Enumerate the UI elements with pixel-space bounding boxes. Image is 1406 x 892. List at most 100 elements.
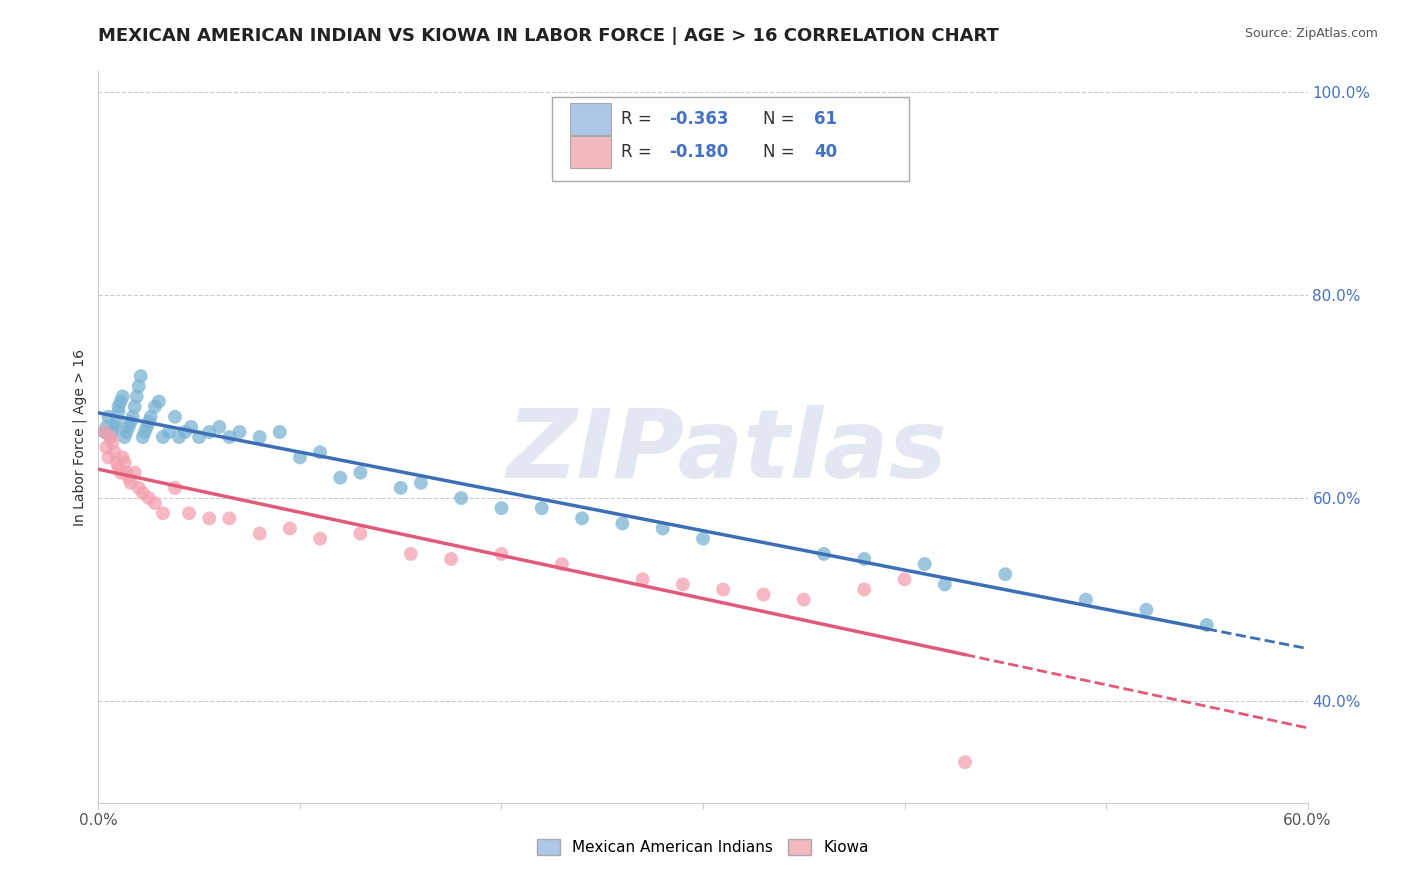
Point	[157, 425, 180, 439]
Point	[399, 547, 422, 561]
Point	[269, 425, 291, 439]
Point	[914, 557, 936, 571]
Point	[120, 475, 142, 490]
Point	[128, 481, 150, 495]
Point	[198, 511, 221, 525]
Point	[249, 526, 271, 541]
Point	[994, 567, 1017, 582]
Point	[551, 557, 574, 571]
Point	[440, 552, 463, 566]
Point	[793, 592, 815, 607]
Point	[121, 409, 143, 424]
Point	[128, 379, 150, 393]
Point	[114, 455, 136, 469]
Point	[711, 582, 734, 597]
Point	[135, 420, 157, 434]
Text: -0.363: -0.363	[669, 110, 728, 128]
Point	[180, 420, 202, 434]
Point	[813, 547, 835, 561]
Point	[105, 455, 128, 469]
Text: R =: R =	[621, 143, 657, 161]
FancyBboxPatch shape	[569, 136, 612, 168]
Point	[188, 430, 211, 444]
Point	[111, 389, 134, 403]
Text: N =: N =	[763, 110, 800, 128]
Text: R =: R =	[621, 110, 657, 128]
Point	[349, 466, 371, 480]
Point	[174, 425, 197, 439]
Point	[115, 425, 138, 439]
Point	[1135, 603, 1157, 617]
Point	[139, 409, 162, 424]
Point	[107, 405, 129, 419]
Point	[148, 394, 170, 409]
Point	[218, 511, 240, 525]
Point	[249, 430, 271, 444]
Point	[651, 521, 673, 535]
Point	[129, 369, 152, 384]
Point	[132, 430, 155, 444]
Text: ZIPatlas: ZIPatlas	[508, 405, 948, 499]
Point	[893, 572, 915, 586]
Point	[118, 420, 141, 434]
Point	[152, 430, 174, 444]
Point	[96, 440, 118, 454]
Point	[101, 425, 124, 439]
Point	[107, 460, 129, 475]
Point	[530, 501, 553, 516]
Point	[179, 506, 201, 520]
Point	[93, 425, 115, 439]
Point	[198, 425, 221, 439]
Point	[1195, 618, 1218, 632]
Point	[138, 491, 160, 505]
Point	[218, 430, 240, 444]
Text: 61: 61	[814, 110, 837, 128]
Point	[115, 466, 138, 480]
Point	[105, 415, 128, 429]
Point	[93, 425, 115, 439]
Point	[309, 445, 332, 459]
Point	[450, 491, 472, 505]
Point	[288, 450, 311, 465]
Point	[692, 532, 714, 546]
Point	[125, 389, 148, 403]
Point	[853, 552, 876, 566]
Point	[97, 409, 120, 424]
Point	[152, 506, 174, 520]
Point	[278, 521, 301, 535]
Legend: Mexican American Indians, Kiowa: Mexican American Indians, Kiowa	[531, 833, 875, 861]
Point	[100, 430, 122, 444]
Point	[120, 415, 142, 429]
Point	[571, 511, 593, 525]
Point	[329, 471, 352, 485]
Point	[409, 475, 432, 490]
Text: 40: 40	[814, 143, 838, 161]
Text: -0.180: -0.180	[669, 143, 728, 161]
Point	[143, 496, 166, 510]
Point	[110, 394, 132, 409]
Point	[132, 486, 155, 500]
Point	[163, 481, 186, 495]
Text: N =: N =	[763, 143, 800, 161]
Point	[107, 400, 129, 414]
Point	[612, 516, 634, 531]
Y-axis label: In Labor Force | Age > 16: In Labor Force | Age > 16	[73, 349, 87, 525]
Point	[228, 425, 250, 439]
Point	[631, 572, 654, 586]
Point	[491, 501, 513, 516]
Point	[110, 466, 132, 480]
Point	[134, 425, 156, 439]
Point	[491, 547, 513, 561]
Point	[100, 430, 122, 444]
Point	[111, 450, 134, 465]
Point	[208, 420, 231, 434]
Point	[96, 420, 118, 434]
Point	[163, 409, 186, 424]
Point	[118, 471, 141, 485]
Point	[97, 450, 120, 465]
Point	[103, 420, 125, 434]
Point	[672, 577, 695, 591]
Point	[101, 435, 124, 450]
Point	[349, 526, 371, 541]
Point	[143, 400, 166, 414]
